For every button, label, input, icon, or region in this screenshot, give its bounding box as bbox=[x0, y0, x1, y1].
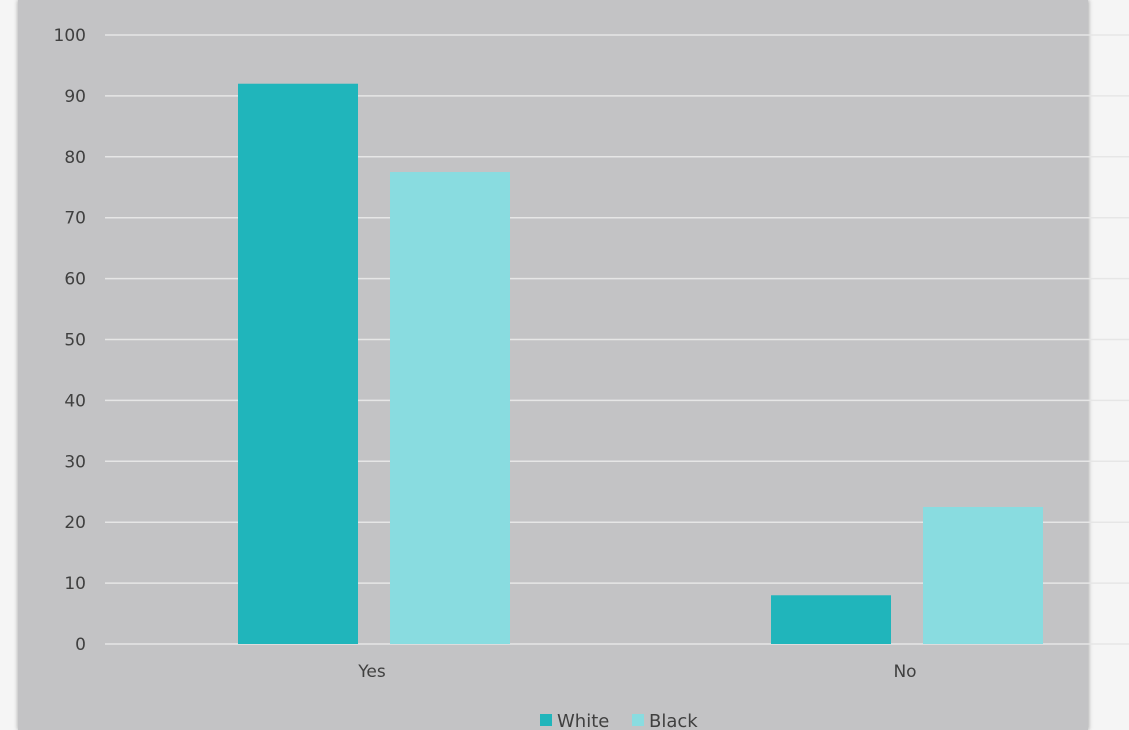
x-category-label-yes: Yes bbox=[357, 662, 386, 682]
y-tick-label-30: 30 bbox=[64, 452, 86, 472]
y-tick-label-10: 10 bbox=[64, 574, 86, 594]
x-category-label-no: No bbox=[893, 662, 916, 682]
y-tick-label-0: 0 bbox=[75, 635, 86, 655]
x-axis-categories: Yes No bbox=[357, 662, 916, 682]
y-tick-label-60: 60 bbox=[64, 270, 86, 290]
bar-black-yes bbox=[390, 172, 510, 644]
y-axis-ticks: 0 10 20 30 40 50 60 70 80 90 100 bbox=[54, 26, 86, 655]
y-tick-label-90: 90 bbox=[64, 87, 86, 107]
legend-label-black: Black bbox=[649, 711, 698, 730]
y-tick-label-70: 70 bbox=[64, 209, 86, 229]
bar-white-no bbox=[771, 595, 891, 644]
legend-label-white: White bbox=[557, 711, 609, 730]
legend: White Black bbox=[540, 711, 698, 730]
y-tick-label-100: 100 bbox=[54, 26, 86, 46]
bars bbox=[238, 83, 1043, 645]
y-tick-label-80: 80 bbox=[64, 148, 86, 168]
y-tick-label-40: 40 bbox=[64, 391, 86, 411]
legend-swatch-white bbox=[540, 714, 552, 726]
bar-black-no bbox=[923, 506, 1043, 644]
bar-white-yes bbox=[238, 83, 358, 645]
y-tick-label-20: 20 bbox=[64, 513, 86, 533]
legend-swatch-black bbox=[632, 714, 644, 726]
chart-plot-background bbox=[18, 0, 1088, 730]
y-tick-label-50: 50 bbox=[64, 331, 86, 351]
